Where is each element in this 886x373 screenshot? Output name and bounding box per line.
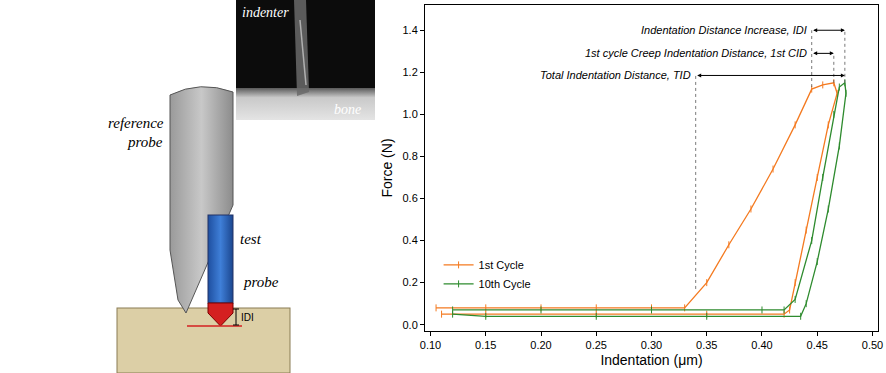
svg-text:reference: reference	[108, 115, 164, 131]
svg-text:0.8: 0.8	[403, 150, 418, 162]
svg-text:0.0: 0.0	[403, 319, 418, 331]
svg-text:0.4: 0.4	[403, 234, 418, 246]
svg-text:0.30: 0.30	[641, 339, 662, 351]
svg-text:0.10: 0.10	[420, 339, 441, 351]
svg-text:probe: probe	[243, 274, 279, 290]
svg-text:1st cycle Creep Indentation Di: 1st cycle Creep Indentation Distance, 1s…	[585, 47, 807, 59]
svg-text:0.35: 0.35	[696, 339, 717, 351]
svg-text:IDI: IDI	[241, 312, 254, 323]
svg-text:Total Indentation Distance, TI: Total Indentation Distance, TID	[540, 69, 691, 81]
svg-text:0.45: 0.45	[807, 339, 828, 351]
svg-text:Indentation Distance Increase,: Indentation Distance Increase, IDI	[641, 24, 807, 36]
svg-text:1.0: 1.0	[403, 108, 418, 120]
svg-text:test: test	[240, 231, 262, 247]
svg-text:Force (N): Force (N)	[379, 138, 395, 197]
svg-text:1.4: 1.4	[403, 24, 418, 36]
svg-text:1st Cycle: 1st Cycle	[479, 259, 524, 271]
svg-text:0.40: 0.40	[751, 339, 772, 351]
svg-text:10th Cycle: 10th Cycle	[479, 278, 531, 290]
svg-text:1.2: 1.2	[403, 66, 418, 78]
svg-text:indenter: indenter	[242, 5, 289, 20]
svg-text:0.50: 0.50	[862, 339, 883, 351]
svg-text:0.15: 0.15	[475, 339, 496, 351]
svg-text:0.20: 0.20	[530, 339, 551, 351]
svg-text:0.25: 0.25	[586, 339, 607, 351]
svg-text:Indentation (μm): Indentation (μm)	[600, 352, 702, 368]
svg-text:0.2: 0.2	[403, 276, 418, 288]
svg-text:probe: probe	[127, 134, 163, 150]
svg-text:bone: bone	[334, 102, 361, 117]
svg-text:0.6: 0.6	[403, 192, 418, 204]
